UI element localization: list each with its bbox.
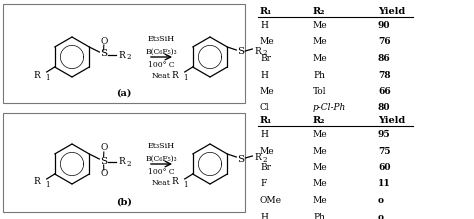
Text: R: R [118,51,125,60]
Text: Br: Br [260,54,271,63]
Text: Me: Me [313,130,328,139]
Text: 95: 95 [378,130,391,139]
Text: H: H [260,71,268,79]
Text: Cl: Cl [260,104,270,113]
Text: R: R [255,46,261,55]
Text: 90: 90 [378,21,391,30]
Text: Me: Me [313,37,328,46]
Text: 2: 2 [262,49,267,57]
Text: 60: 60 [378,163,391,172]
Text: Br: Br [260,163,271,172]
Text: Me: Me [260,147,274,155]
Text: 1: 1 [45,74,49,82]
Text: p-Cl-Ph: p-Cl-Ph [313,104,346,113]
Text: O: O [100,37,108,46]
Text: 78: 78 [378,71,391,79]
Text: Ph: Ph [313,212,325,219]
Text: B(C₆F₅)₃: B(C₆F₅)₃ [146,155,177,163]
Text: Yield: Yield [378,116,405,125]
Text: Ph: Ph [313,71,325,79]
Text: Me: Me [313,21,328,30]
Text: 11: 11 [378,180,391,189]
Text: 2: 2 [126,160,131,168]
Text: 86: 86 [378,54,391,63]
Text: F: F [260,180,266,189]
Text: H: H [260,21,268,30]
Text: S: S [237,154,244,164]
Text: (a): (a) [116,89,132,98]
Text: Yield: Yield [378,7,405,16]
Text: o: o [378,212,384,219]
Text: O: O [100,143,108,152]
Text: R₁: R₁ [260,7,273,16]
Text: 66: 66 [378,87,391,96]
Text: 1: 1 [182,74,187,82]
Text: Neat: Neat [152,179,171,187]
Text: Me: Me [313,163,328,172]
Text: R₂: R₂ [313,116,326,125]
Text: R: R [33,178,40,187]
Text: B(C₆F₅)₃: B(C₆F₅)₃ [146,48,177,56]
Text: 2: 2 [126,53,131,61]
Text: Me: Me [313,196,328,205]
Text: Me: Me [313,54,328,63]
Text: 75: 75 [378,147,391,155]
Text: Me: Me [260,87,274,96]
Text: 100° C: 100° C [148,168,175,176]
Text: 76: 76 [378,37,391,46]
Text: (b): (b) [116,198,132,207]
Text: Me: Me [313,180,328,189]
Text: H: H [260,130,268,139]
Text: R: R [255,154,261,162]
Text: 1: 1 [182,181,187,189]
Text: O: O [100,170,108,178]
Text: H: H [260,212,268,219]
Text: Me: Me [260,37,274,46]
Text: 100° C: 100° C [148,61,175,69]
Text: Et₃SiH: Et₃SiH [148,35,175,43]
Text: R: R [171,71,178,79]
Text: R: R [171,178,178,187]
Text: R₂: R₂ [313,7,326,16]
Text: S: S [237,48,244,57]
Text: R: R [33,71,40,79]
Text: Neat: Neat [152,72,171,80]
Text: 1: 1 [45,181,49,189]
Text: S: S [100,157,107,166]
Text: Et₃SiH: Et₃SiH [148,142,175,150]
Text: 2: 2 [262,156,267,164]
Text: R₁: R₁ [260,116,273,125]
Text: OMe: OMe [260,196,282,205]
Text: Tol: Tol [313,87,327,96]
Text: R: R [118,157,125,166]
Bar [3,113,245,212]
Text: 80: 80 [378,104,391,113]
Text: Me: Me [313,147,328,155]
Text: S: S [100,49,107,58]
Text: o: o [378,196,384,205]
Bar [3,4,245,103]
